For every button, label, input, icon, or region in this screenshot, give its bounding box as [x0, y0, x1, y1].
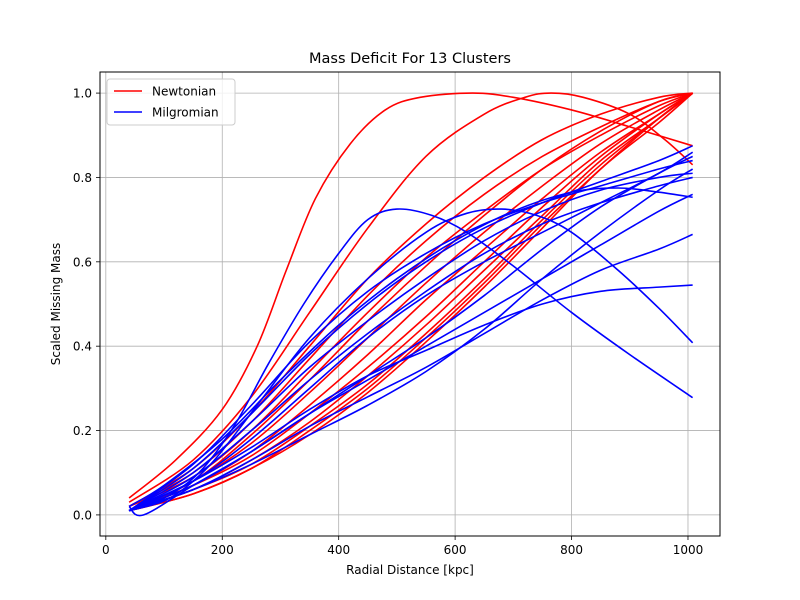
series-lines [128, 92, 694, 517]
x-tick-label: 600 [444, 543, 467, 557]
grid [100, 72, 720, 536]
newtonian-series-line-5 [128, 92, 693, 512]
x-tick-label: 800 [560, 543, 583, 557]
milgromian-series-line-19 [128, 176, 693, 512]
newtonian-series-line-0 [128, 92, 693, 499]
newtonian-series-line-12 [128, 92, 693, 512]
milgromian-series-line-14 [128, 208, 694, 512]
milgromian-series-line-22 [128, 284, 693, 512]
x-axis-label: Radial Distance [kpc] [346, 563, 474, 577]
x-tick-label: 0 [102, 543, 110, 557]
y-tick-label: 0.0 [73, 508, 92, 522]
newtonian-series-line-7 [128, 92, 694, 512]
y-tick-label: 0.6 [73, 255, 92, 269]
milgromian-series-line-16 [128, 159, 693, 512]
legend: Newtonian Milgromian [106, 78, 236, 126]
legend-label-newtonian: Newtonian [152, 85, 216, 99]
x-tick-label: 400 [327, 543, 350, 557]
milgromian-series-line-23 [128, 233, 693, 512]
chart-title: Mass Deficit For 13 Clusters [309, 51, 511, 67]
milgromian-series-line-17 [128, 145, 693, 512]
newtonian-series-line-11 [128, 92, 694, 512]
y-tick-label: 0.4 [73, 340, 92, 354]
y-tick-label: 1.0 [73, 87, 92, 101]
milgromian-series-line-15 [128, 187, 693, 508]
y-tick-label: 0.8 [73, 171, 92, 185]
milgromian-series-line-24 [128, 168, 694, 512]
x-tick-label: 1000 [673, 543, 704, 557]
x-tick-label: 200 [211, 543, 234, 557]
milgromian-series-line-25 [128, 151, 694, 512]
ticks: 0 200 400 600 800 1000 0.0 0.2 0.4 0.6 0.8 1.0 [73, 87, 703, 557]
milgromian-series-line-18 [128, 172, 693, 512]
y-axis-label: Scaled Missing Mass [49, 243, 63, 366]
y-tick-label: 0.2 [73, 424, 92, 438]
legend-label-milgromian: Milgromian [152, 106, 219, 120]
plot-frame [99, 71, 721, 537]
